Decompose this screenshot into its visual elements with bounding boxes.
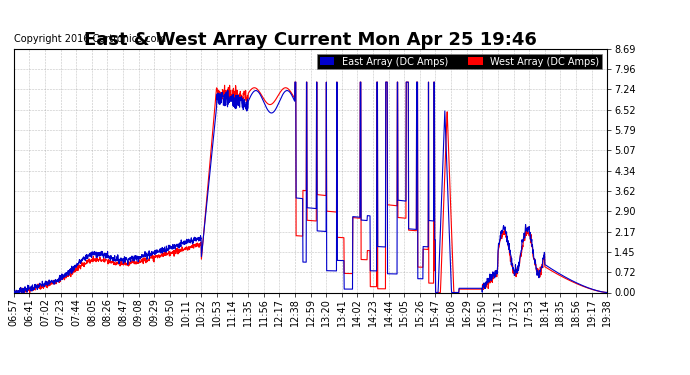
Text: Copyright 2016 Cartronics.com: Copyright 2016 Cartronics.com (14, 34, 166, 44)
Legend: East Array (DC Amps), West Array (DC Amps): East Array (DC Amps), West Array (DC Amp… (317, 54, 602, 69)
Title: East & West Array Current Mon Apr 25 19:46: East & West Array Current Mon Apr 25 19:… (84, 31, 537, 49)
